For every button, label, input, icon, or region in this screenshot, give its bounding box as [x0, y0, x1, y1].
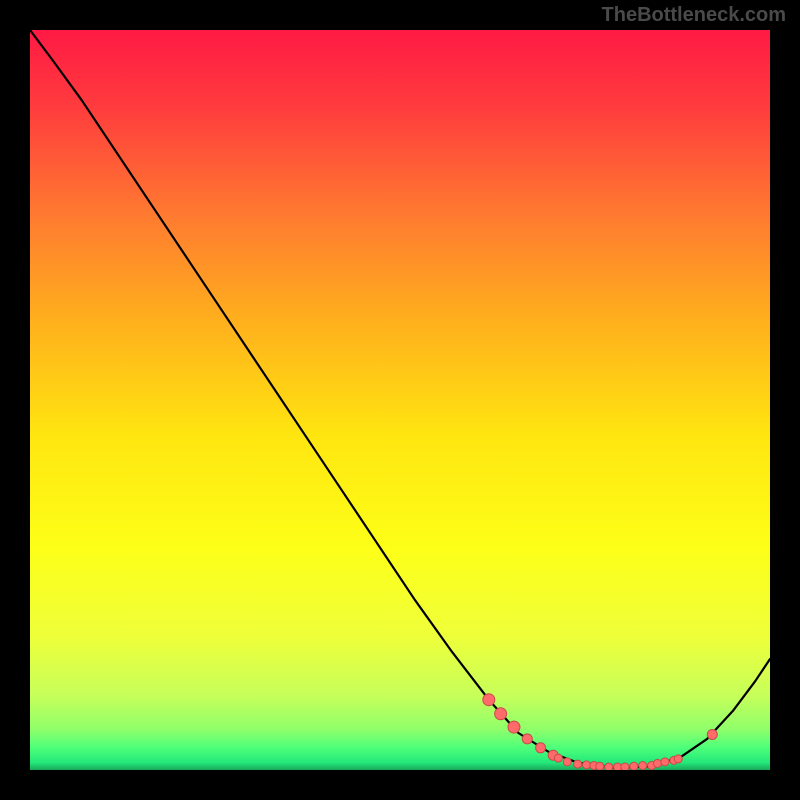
- data-marker: [621, 763, 629, 770]
- chart-plot-area: [30, 30, 770, 770]
- data-marker: [582, 761, 590, 769]
- data-marker: [661, 758, 669, 766]
- data-marker: [495, 708, 507, 720]
- chart-background: [30, 30, 770, 770]
- data-marker: [596, 762, 604, 770]
- watermark-text: TheBottleneck.com: [602, 4, 786, 27]
- data-marker: [536, 743, 546, 753]
- data-marker: [554, 754, 562, 762]
- data-marker: [707, 729, 717, 739]
- data-marker: [639, 762, 647, 770]
- data-marker: [654, 759, 662, 767]
- data-marker: [614, 763, 622, 770]
- data-marker: [630, 762, 638, 770]
- data-marker: [483, 694, 495, 706]
- data-marker: [605, 763, 613, 770]
- data-marker: [574, 760, 582, 768]
- data-marker: [563, 758, 571, 766]
- data-marker: [508, 721, 520, 733]
- chart-svg: [30, 30, 770, 770]
- data-marker: [674, 755, 682, 763]
- data-marker: [522, 734, 532, 744]
